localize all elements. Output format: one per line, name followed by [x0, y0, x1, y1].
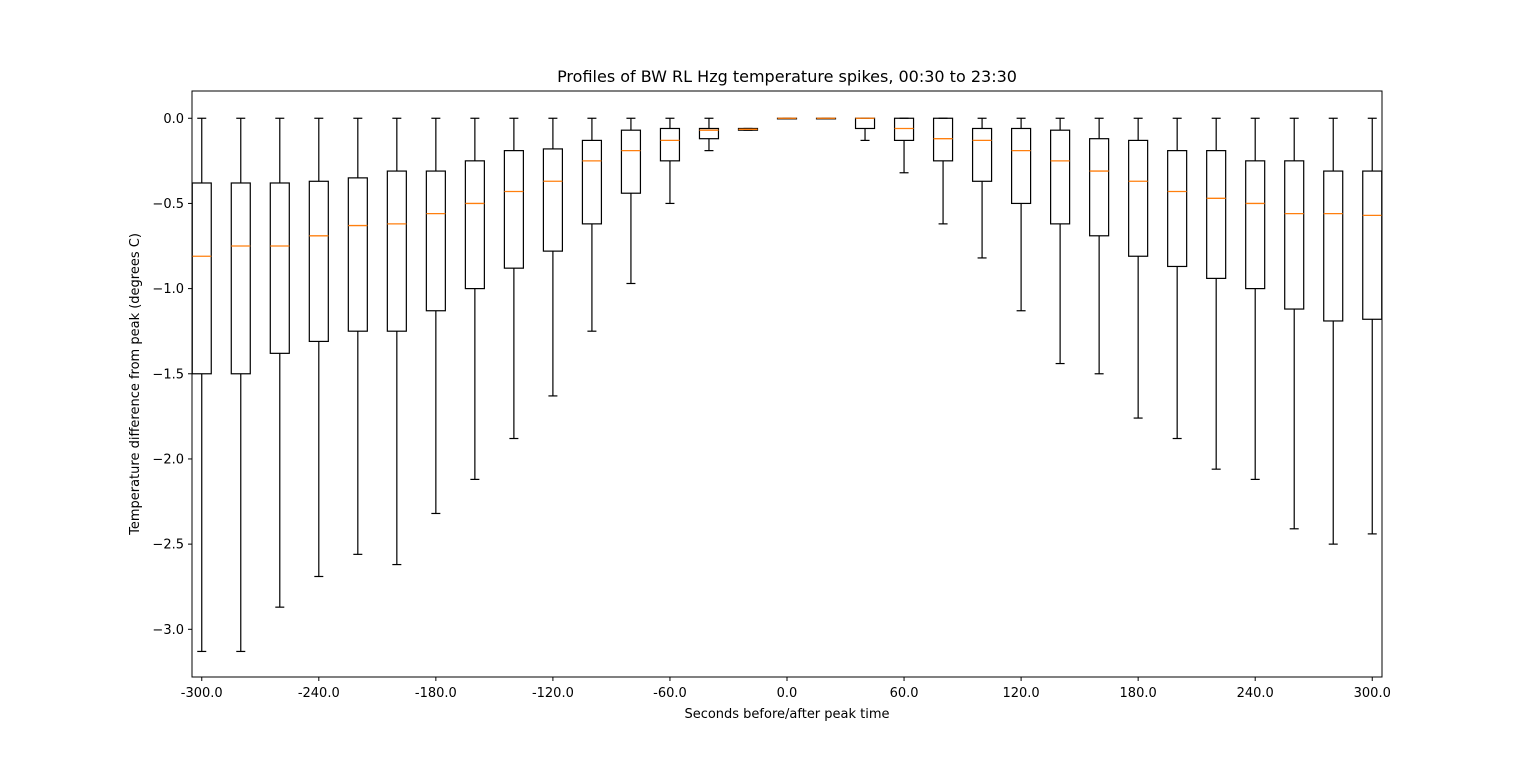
box-16 — [817, 118, 836, 119]
box-15 — [778, 118, 797, 119]
y-tick-label: −2.5 — [152, 538, 184, 553]
x-tick-label: 180.0 — [1120, 686, 1157, 701]
x-axis-label: Seconds before/after peak time — [684, 707, 889, 722]
y-tick-label: 0.0 — [163, 112, 184, 127]
x-tick-label: 0.0 — [777, 686, 798, 701]
y-tick-label: −1.0 — [152, 282, 184, 297]
x-tick-label: 120.0 — [1002, 686, 1039, 701]
plot-background — [192, 91, 1382, 677]
x-tick-label: 300.0 — [1354, 686, 1391, 701]
x-tick-label: -240.0 — [298, 686, 340, 701]
plot-area — [192, 91, 1382, 677]
x-tick-label: 60.0 — [890, 686, 919, 701]
box-14 — [738, 128, 757, 130]
x-tick-label: -120.0 — [532, 686, 574, 701]
y-tick-label: −0.5 — [152, 197, 184, 212]
y-tick-label: −2.0 — [152, 452, 184, 467]
y-tick-label: −1.5 — [152, 367, 184, 382]
x-tick-label: -300.0 — [181, 686, 223, 701]
x-tick-label: 240.0 — [1237, 686, 1274, 701]
x-tick-label: -60.0 — [653, 686, 687, 701]
chart-title: Profiles of BW RL Hzg temperature spikes… — [557, 67, 1017, 86]
x-tick-label: -180.0 — [415, 686, 457, 701]
y-tick-label: −3.0 — [152, 623, 184, 638]
y-axis-label: Temperature difference from peak (degree… — [128, 233, 143, 536]
